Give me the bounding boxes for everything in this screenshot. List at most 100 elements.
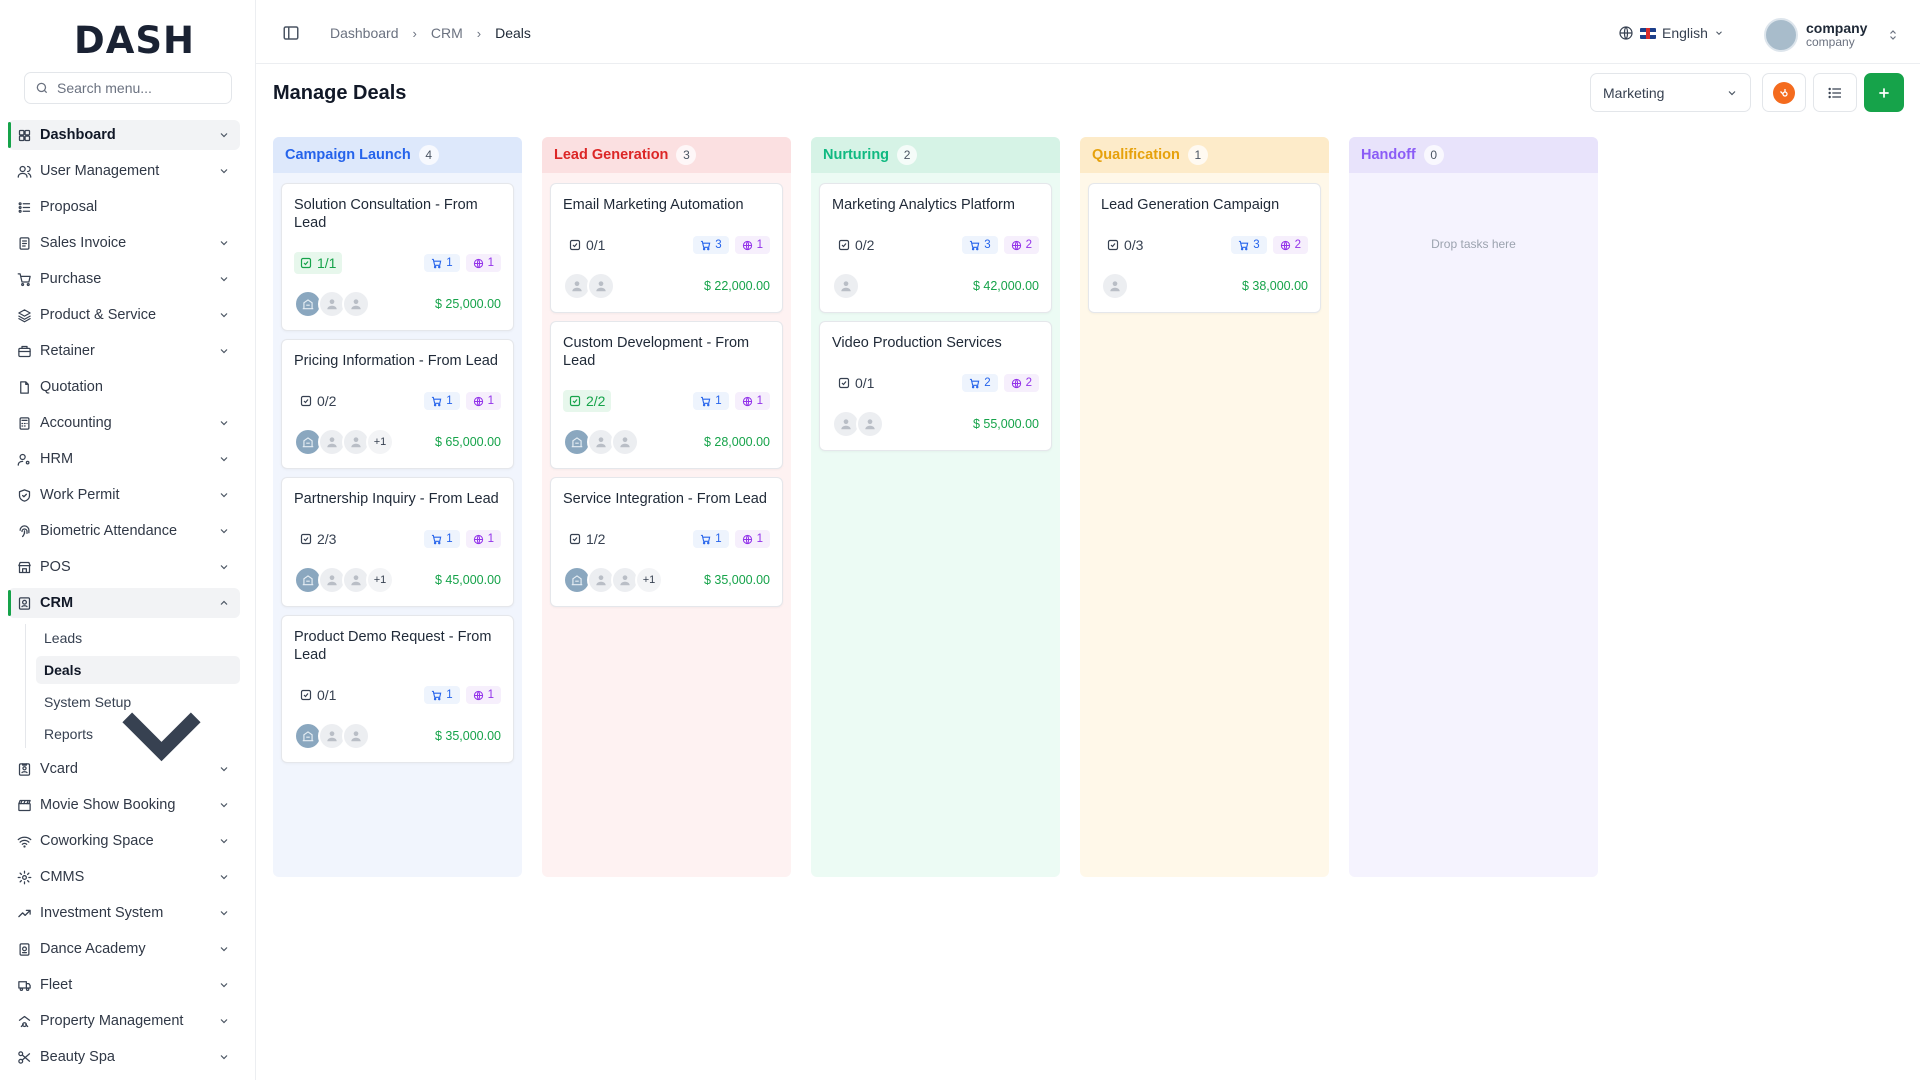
sources-badge: 1 — [734, 392, 770, 410]
globe-icon — [1619, 26, 1633, 40]
search-input[interactable] — [57, 80, 217, 96]
chevron-down-icon — [220, 421, 228, 426]
sources-badge: 1 — [465, 530, 501, 548]
check-square-icon — [838, 377, 850, 389]
avatar-more: +1 — [366, 566, 394, 594]
sidebar-item-vcard[interactable]: Vcard — [8, 754, 240, 784]
breadcrumb-crm[interactable]: CRM — [430, 25, 463, 41]
globe-icon — [1011, 240, 1021, 250]
sidebar-subitem-reports[interactable]: Reports — [36, 712, 240, 761]
products-badge: 1 — [424, 686, 460, 704]
deal-amount: $ 35,000.00 — [703, 573, 770, 587]
products-badge: 1 — [424, 392, 460, 410]
sidebar-item-dance-academy[interactable]: Dance Academy — [8, 934, 240, 964]
sidebar-item-coworking-space[interactable]: Coworking Space — [8, 826, 240, 856]
sidebar-item-label: Purchase — [40, 271, 102, 287]
breadcrumb-dashboard[interactable]: Dashboard — [330, 25, 399, 41]
sidebar-item-label: Proposal — [40, 199, 98, 215]
deal-card[interactable]: Partnership Inquiry - From Lead 2/3 1 1 +1 $ … — [281, 477, 514, 607]
deal-card[interactable]: Product Demo Request - From Lead 0/1 1 1 $ 3… — [281, 615, 514, 763]
deal-title: Pricing Information - From Lead — [294, 353, 498, 369]
sidebar-item-hrm[interactable]: HRM — [8, 444, 240, 474]
pipeline-select[interactable]: Marketing — [1590, 73, 1751, 112]
avatar — [318, 428, 346, 456]
sidebar-item-label: Movie Show Booking — [40, 797, 176, 813]
column-title: Campaign Launch — [285, 147, 411, 163]
deal-card[interactable]: Lead Generation Campaign 0/3 3 2 $ 38,000.00 — [1088, 183, 1321, 313]
task-progress: 0/2 — [294, 390, 342, 412]
deal-title: Email Marketing Automation — [563, 197, 744, 213]
add-deal-button[interactable] — [1864, 73, 1904, 112]
sidebar-item-label: Quotation — [40, 379, 103, 395]
sidebar-subitem-leads[interactable]: Leads — [36, 624, 240, 652]
deal-amount: $ 22,000.00 — [703, 279, 770, 293]
sidebar-item-movie-show-booking[interactable]: Movie Show Booking — [8, 790, 240, 820]
logo[interactable]: DASH — [74, 18, 195, 62]
sidebar-item-label: POS — [40, 559, 71, 575]
check-square-icon — [569, 239, 581, 251]
user-menu[interactable]: company company — [1764, 18, 1899, 52]
deal-title: Product Demo Request - From Lead — [294, 629, 492, 663]
sidebar-item-property-management[interactable]: Property Management — [8, 1006, 240, 1036]
hubspot-button[interactable] — [1762, 73, 1806, 112]
sidebar-item-user-management[interactable]: User Management — [8, 156, 240, 186]
sources-badge: 2 — [1003, 236, 1039, 254]
trend-icon — [17, 909, 31, 917]
sidebar-item-biometric-attendance[interactable]: Biometric Attendance — [8, 516, 240, 546]
grid-icon — [18, 129, 30, 141]
sidebar-item-quotation[interactable]: Quotation — [8, 372, 240, 402]
deal-card[interactable]: Marketing Analytics Platform 0/2 3 2 $ 42,00… — [819, 183, 1052, 313]
products-badge: 3 — [693, 236, 729, 254]
layers-icon — [17, 308, 31, 322]
deal-card[interactable]: Email Marketing Automation 0/1 3 1 $ 22,000.… — [550, 183, 783, 313]
sidebar-subitem-label: Reports — [44, 726, 94, 742]
sidebar-item-pos[interactable]: POS — [8, 552, 240, 582]
avatar — [1101, 272, 1129, 300]
sidebar-subitem-deals[interactable]: Deals — [36, 656, 240, 684]
deal-title: Solution Consultation - From Lead — [294, 197, 478, 231]
deal-card[interactable]: Video Production Services 0/1 2 2 $ 55,000.0… — [819, 321, 1052, 451]
deal-card[interactable]: Custom Development - From Lead 2/2 1 1 $ 28,… — [550, 321, 783, 469]
deal-amount: $ 25,000.00 — [434, 297, 501, 311]
products-badge: 1 — [424, 530, 460, 548]
deal-card[interactable]: Pricing Information - From Lead 0/2 1 1 +1 $ … — [281, 339, 514, 469]
language-selector[interactable]: English — [1618, 25, 1724, 41]
sidebar-item-crm[interactable]: CRM — [8, 588, 240, 618]
sidebar-item-cmms[interactable]: CMMS — [8, 862, 240, 892]
chevron-down-icon — [220, 133, 228, 138]
deal-amount: $ 45,000.00 — [434, 573, 501, 587]
chevron-right-icon: › — [412, 25, 417, 41]
sidebar-item-label: Accounting — [40, 415, 112, 431]
check-square-icon — [300, 395, 312, 407]
column-title: Nurturing — [823, 147, 890, 163]
sidebar-item-label: Work Permit — [40, 487, 120, 503]
deal-amount: $ 35,000.00 — [434, 729, 501, 743]
task-count: 0/1 — [586, 237, 606, 253]
sidebar-item-dashboard[interactable]: Dashboard — [8, 120, 240, 150]
assignee-avatars — [563, 428, 639, 456]
deal-card[interactable]: Solution Consultation - From Lead 1/1 1 1 $ … — [281, 183, 514, 331]
chevron-down-icon — [122, 712, 201, 761]
sidebar-item-accounting[interactable]: Accounting — [8, 408, 240, 438]
sidebar-item-retainer[interactable]: Retainer — [8, 336, 240, 366]
academy-icon — [19, 942, 29, 956]
sidebar-item-beauty-spa[interactable]: Beauty Spa — [8, 1042, 240, 1072]
sidebar-item-purchase[interactable]: Purchase — [8, 264, 240, 294]
products-badge: 3 — [1231, 236, 1267, 254]
sidebar-item-fleet[interactable]: Fleet — [8, 970, 240, 1000]
deal-card[interactable]: Service Integration - From Lead 1/2 1 1 +1 $ … — [550, 477, 783, 607]
cart-icon — [432, 534, 442, 544]
column-title: Handoff — [1361, 147, 1416, 163]
sidebar-item-work-permit[interactable]: Work Permit — [8, 480, 240, 510]
globe-icon — [473, 690, 483, 700]
sidebar-item-sales-invoice[interactable]: Sales Invoice — [8, 228, 240, 258]
search-box — [24, 72, 232, 104]
list-view-button[interactable] — [1813, 73, 1857, 112]
sidebar-item-product-and-service[interactable]: Product & Service — [8, 300, 240, 330]
task-count: 2/2 — [586, 393, 606, 409]
sidebar-toggle-icon[interactable] — [282, 24, 300, 42]
sidebar-item-investment-system[interactable]: Investment System — [8, 898, 240, 928]
sidebar-item-proposal[interactable]: Proposal — [8, 192, 240, 222]
sidebar-subitem-system-setup[interactable]: System Setup — [36, 688, 240, 716]
sidebar-item-label: Fleet — [40, 977, 73, 993]
